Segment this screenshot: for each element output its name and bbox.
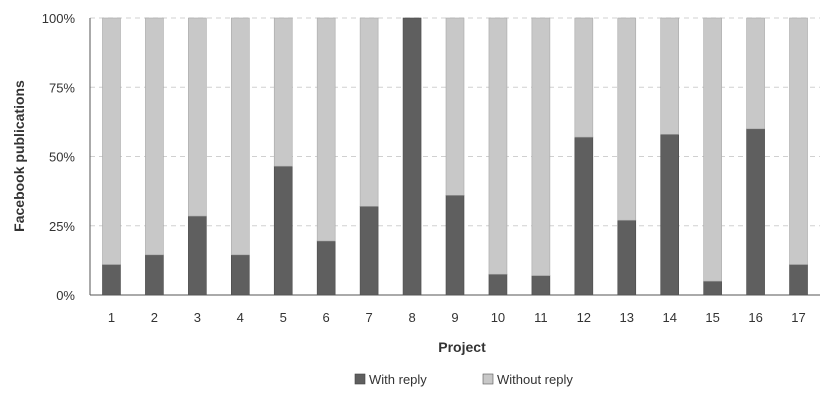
bar-without-reply [789,17,808,265]
bar-without-reply [445,17,465,196]
x-tick-labels: 1 2 3 4 5 6 7 8 9 10 11 12 13 14 15 16 17 [108,310,806,325]
y-axis-title: Facebook publications [11,80,27,232]
x-tick-label: 16 [748,310,762,325]
bar-without-reply [145,17,164,256]
x-tick-label: 7 [366,310,373,325]
bar-without-reply [316,17,336,242]
bar-without-reply [488,17,508,275]
bar-with-reply [316,240,336,296]
x-tick-label: 3 [194,310,201,325]
bars [102,17,808,296]
bar-without-reply [230,17,250,256]
bar-with-reply [488,273,508,296]
y-tick-label: 100% [42,11,76,26]
legend: With reply Without reply [354,372,573,387]
x-tick-label: 9 [451,310,458,325]
x-tick-label: 8 [408,310,415,325]
x-tick-label: 10 [491,310,505,325]
bar-without-reply [703,17,722,282]
axes [89,18,820,296]
y-tick-labels: 0% 25% 50% 75% 100% [42,11,76,303]
bar-with-reply [617,219,637,296]
x-tick-label: 11 [534,310,548,325]
bar-without-reply [531,17,551,276]
x-tick-label: 2 [151,310,158,325]
legend-swatch-without-reply [482,373,494,385]
x-tick-label: 14 [662,310,676,325]
x-tick-label: 1 [108,310,115,325]
bar-without-reply [102,17,121,265]
y-tick-label: 0% [56,288,75,303]
bar-with-reply [746,128,765,296]
x-tick-label: 6 [323,310,330,325]
x-tick-label: 4 [237,310,244,325]
bar-without-reply [188,17,207,217]
x-tick-label: 17 [791,310,805,325]
bar-without-reply [359,17,379,207]
bar-with-reply [188,215,207,296]
bar-without-reply [660,17,680,135]
bar-with-reply [789,264,808,296]
bar-without-reply [746,17,765,130]
bar-with-reply [273,165,293,296]
bar-with-reply [531,275,551,296]
bar-without-reply [617,17,637,221]
x-tick-label: 12 [577,310,591,325]
bar-with-reply [359,206,379,296]
legend-swatch-with-reply [354,373,366,385]
bar-with-reply [230,254,250,296]
bar-with-reply [574,136,594,296]
x-tick-label: 5 [280,310,287,325]
bar-with-reply [402,17,422,296]
bar-with-reply [445,194,465,296]
x-tick-label: 13 [620,310,634,325]
y-tick-label: 50% [49,150,75,165]
bar-without-reply [273,17,293,167]
bar-with-reply [660,134,680,296]
x-tick-label: 15 [705,310,719,325]
bar-with-reply [145,254,164,296]
bar-with-reply [102,264,121,296]
legend-label-with-reply: With reply [369,372,427,387]
legend-label-without-reply: Without reply [497,372,573,387]
y-tick-label: 25% [49,219,75,234]
y-tick-label: 75% [49,80,75,95]
bar-with-reply [703,280,722,296]
bar-without-reply [574,17,594,138]
x-axis-title: Project [438,339,486,355]
